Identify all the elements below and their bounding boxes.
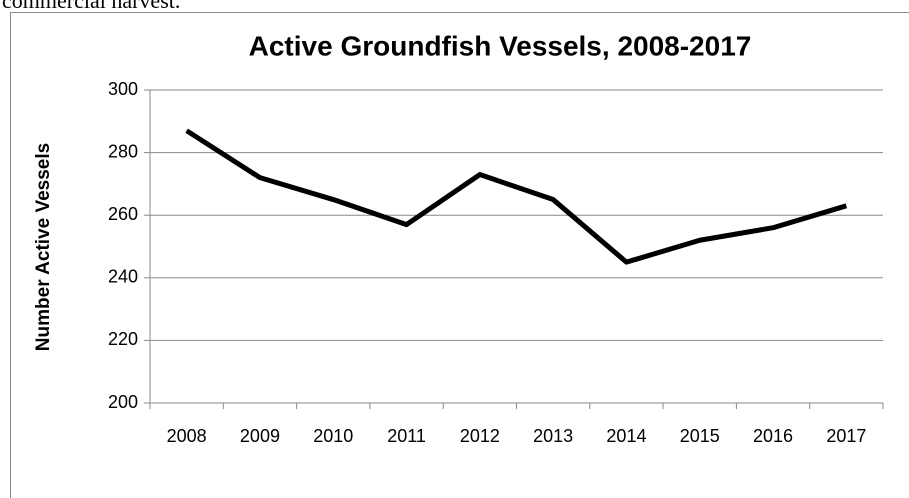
y-tick-label: 300	[108, 79, 138, 99]
chart-border	[10, 12, 909, 498]
x-tick-label: 2014	[606, 426, 646, 446]
x-tick-label: 2012	[460, 426, 500, 446]
y-tick-label: 280	[108, 141, 138, 161]
x-tick-label: 2013	[533, 426, 573, 446]
x-tick-label: 2017	[826, 426, 866, 446]
context-text: commercial harvest.	[2, 0, 180, 13]
y-tick-label: 260	[108, 204, 138, 224]
y-tick-label: 220	[108, 329, 138, 349]
y-axis-label: Number Active Vessels	[33, 143, 54, 351]
x-tick-label: 2009	[240, 426, 280, 446]
x-tick-label: 2016	[753, 426, 793, 446]
x-tick-label: 2011	[387, 426, 426, 446]
x-tick-label: 2010	[313, 426, 353, 446]
data-line	[185, 128, 848, 265]
y-tick-label: 200	[108, 392, 138, 412]
x-tick-label: 2008	[167, 426, 207, 446]
chart-title: Active Groundfish Vessels, 2008-2017	[249, 30, 752, 61]
x-tick-label: 2015	[680, 426, 720, 446]
y-tick-label: 240	[108, 267, 138, 287]
